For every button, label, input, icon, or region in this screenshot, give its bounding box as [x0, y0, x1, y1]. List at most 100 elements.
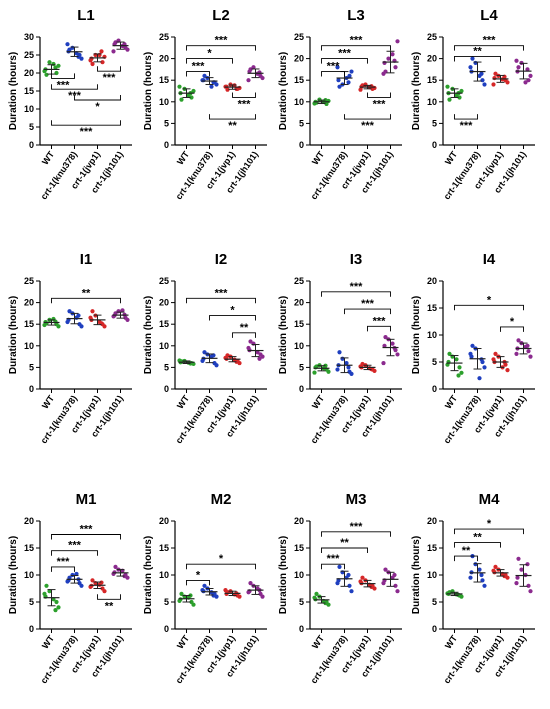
series-group — [335, 65, 354, 89]
series-group — [514, 338, 533, 359]
bracket-line — [97, 594, 121, 600]
data-point — [337, 564, 342, 570]
data-point — [335, 65, 340, 70]
data-point — [102, 589, 107, 594]
data-point — [260, 354, 265, 359]
y-axis-title: Duration (hours) — [278, 296, 289, 374]
data-point — [76, 313, 81, 318]
y-tick-label: 20 — [294, 516, 304, 526]
data-point — [526, 349, 531, 354]
y-tick-label: 25 — [294, 32, 304, 42]
y-tick-label: 20 — [427, 54, 437, 64]
data-point — [491, 568, 496, 573]
data-point — [44, 72, 49, 77]
data-point — [346, 572, 351, 578]
bracket-line — [454, 304, 524, 311]
data-point — [519, 567, 524, 572]
significance-label: *** — [80, 524, 94, 536]
y-tick-label: 15 — [294, 75, 304, 85]
bracket-line — [321, 291, 391, 297]
data-point — [177, 598, 182, 604]
significance-label: ** — [240, 322, 249, 334]
significance-bracket: *** — [321, 61, 345, 77]
data-point — [260, 75, 265, 81]
significance-bracket: * — [186, 553, 256, 570]
bracket-line — [51, 534, 121, 540]
series-group — [312, 363, 331, 375]
significance-bracket: * — [209, 305, 256, 321]
data-point — [390, 341, 395, 346]
y-tick-label: 15 — [294, 319, 304, 329]
y-tick-label: 0 — [432, 624, 437, 634]
data-point — [314, 591, 319, 597]
data-point — [225, 87, 230, 92]
y-tick-label: 15 — [427, 75, 437, 85]
data-point — [312, 101, 317, 106]
y-tick-label: 15 — [159, 319, 169, 329]
bracket-line — [51, 120, 121, 126]
significance-label: ** — [340, 537, 349, 549]
data-point — [67, 309, 72, 314]
data-point — [473, 60, 478, 66]
y-axis-title: Duration (hours) — [8, 536, 19, 614]
y-tick-label: 0 — [432, 140, 437, 150]
data-point — [99, 49, 104, 54]
data-point — [528, 354, 533, 359]
bracket-line — [454, 555, 478, 562]
significance-bracket: * — [186, 569, 210, 586]
y-tick-label: 30 — [24, 32, 34, 42]
series-group — [381, 567, 400, 594]
significance-label: *** — [103, 72, 117, 84]
data-point — [246, 345, 251, 351]
data-point — [100, 60, 105, 65]
data-point — [214, 82, 219, 87]
y-tick-label: 20 — [294, 54, 304, 64]
data-point — [479, 71, 484, 76]
series-group — [358, 361, 377, 373]
significance-bracket: *** — [344, 114, 391, 132]
series-group — [358, 575, 377, 591]
significance-label: *** — [68, 540, 82, 552]
data-point — [56, 324, 61, 329]
panel-title: I4 — [483, 251, 496, 268]
data-point — [347, 73, 352, 78]
data-point — [477, 376, 482, 381]
bracket-line — [321, 71, 345, 77]
data-point — [514, 351, 519, 356]
panel-title: L2 — [212, 7, 230, 24]
y-tick-label: 20 — [294, 298, 304, 308]
data-point — [65, 579, 70, 584]
x-category-label: WT — [443, 633, 460, 651]
data-point — [525, 562, 530, 567]
bracket-line — [186, 297, 256, 304]
data-point — [53, 608, 58, 613]
data-point — [125, 47, 130, 52]
data-point — [493, 71, 498, 76]
y-tick-label: 5 — [299, 118, 304, 128]
data-point — [42, 591, 47, 597]
y-axis-title: Duration (hours) — [143, 536, 154, 614]
x-category-label: WT — [40, 633, 57, 651]
data-point — [514, 58, 519, 63]
data-point — [395, 589, 400, 594]
y-axis-title: Duration (hours) — [143, 296, 154, 374]
data-point — [346, 80, 351, 85]
data-point — [386, 56, 391, 61]
data-point — [457, 365, 462, 370]
bracket-line — [344, 114, 391, 120]
significance-label: * — [487, 294, 492, 306]
data-point — [53, 65, 58, 70]
bracket-line — [232, 332, 256, 338]
significance-bracket: *** — [51, 556, 75, 572]
y-tick-label: 25 — [24, 50, 34, 60]
data-point — [65, 42, 70, 47]
bracket-line — [186, 579, 210, 586]
significance-label: *** — [57, 79, 71, 91]
data-point — [349, 589, 354, 594]
series-group — [468, 343, 487, 381]
series-group — [445, 351, 464, 378]
